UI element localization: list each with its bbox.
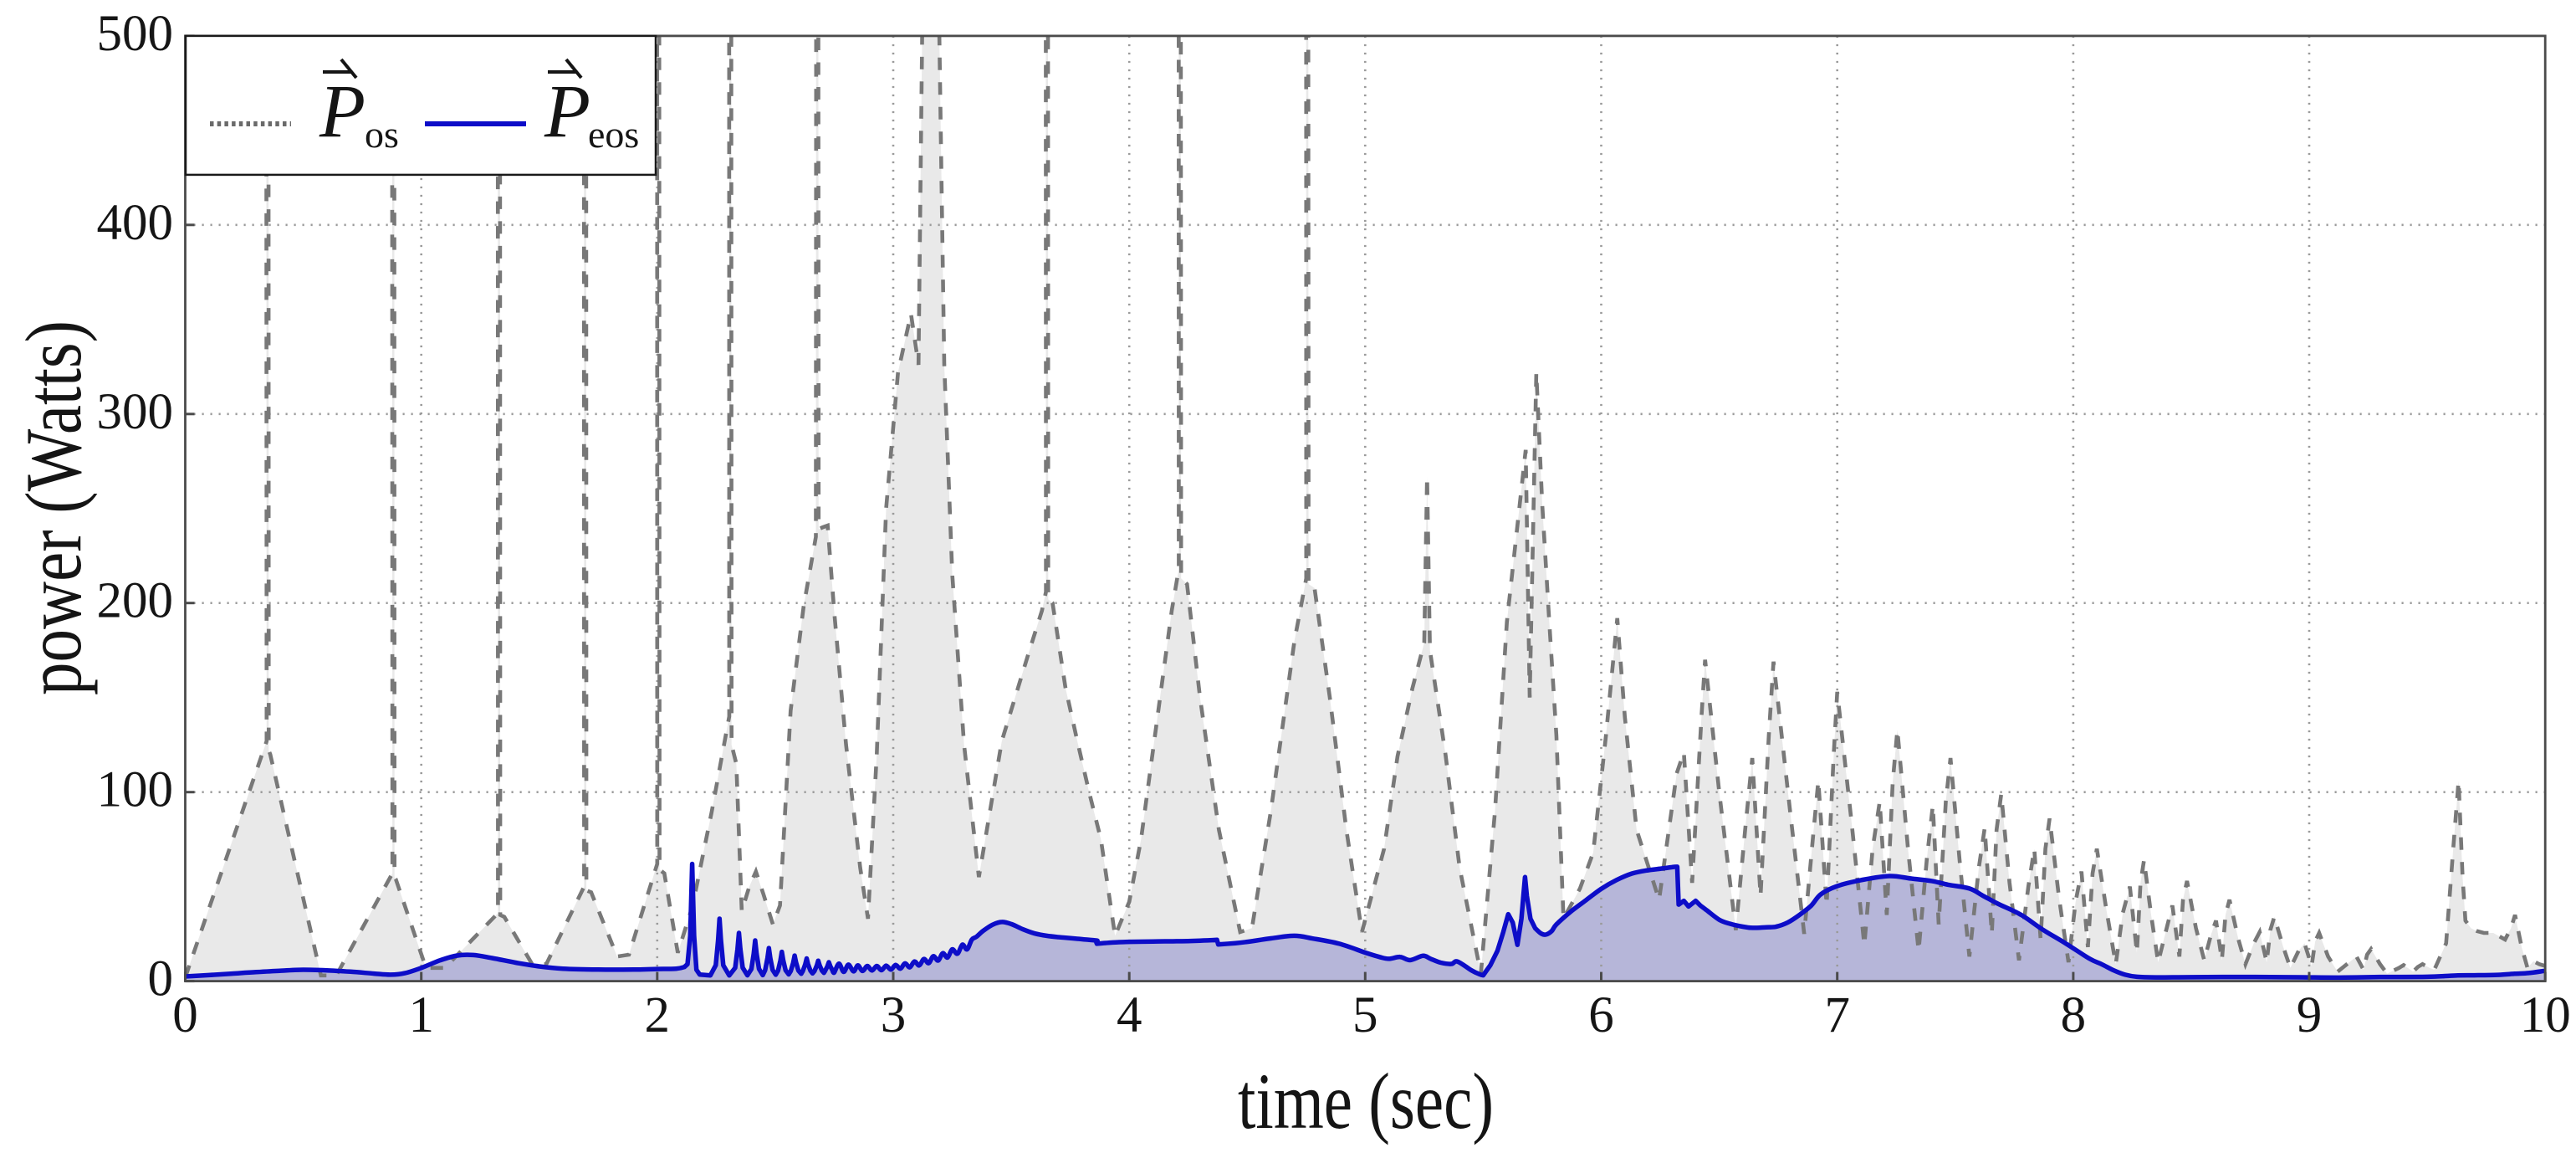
svg-text:P: P bbox=[544, 70, 590, 153]
svg-text:5: 5 bbox=[1352, 987, 1378, 1043]
svg-text:4: 4 bbox=[1117, 987, 1142, 1043]
svg-text:time (sec): time (sec) bbox=[1238, 1057, 1494, 1145]
svg-text:300: 300 bbox=[97, 384, 174, 440]
svg-text:9: 9 bbox=[2297, 987, 2323, 1043]
svg-text:400: 400 bbox=[97, 195, 174, 251]
svg-text:3: 3 bbox=[881, 987, 907, 1043]
svg-text:500: 500 bbox=[97, 6, 174, 62]
svg-text:8: 8 bbox=[2061, 987, 2087, 1043]
svg-text:P: P bbox=[319, 70, 365, 153]
svg-text:6: 6 bbox=[1588, 987, 1614, 1043]
svg-text:power (Watts): power (Watts) bbox=[9, 320, 98, 695]
svg-text:0: 0 bbox=[172, 987, 198, 1043]
svg-text:100: 100 bbox=[97, 762, 174, 818]
svg-text:eos: eos bbox=[588, 113, 639, 156]
svg-text:7: 7 bbox=[1824, 987, 1850, 1043]
svg-text:10: 10 bbox=[2520, 987, 2571, 1043]
svg-text:os: os bbox=[365, 113, 399, 156]
svg-text:0: 0 bbox=[148, 951, 174, 1007]
svg-text:2: 2 bbox=[645, 987, 671, 1043]
svg-text:200: 200 bbox=[97, 573, 174, 629]
svg-text:1: 1 bbox=[408, 987, 434, 1043]
